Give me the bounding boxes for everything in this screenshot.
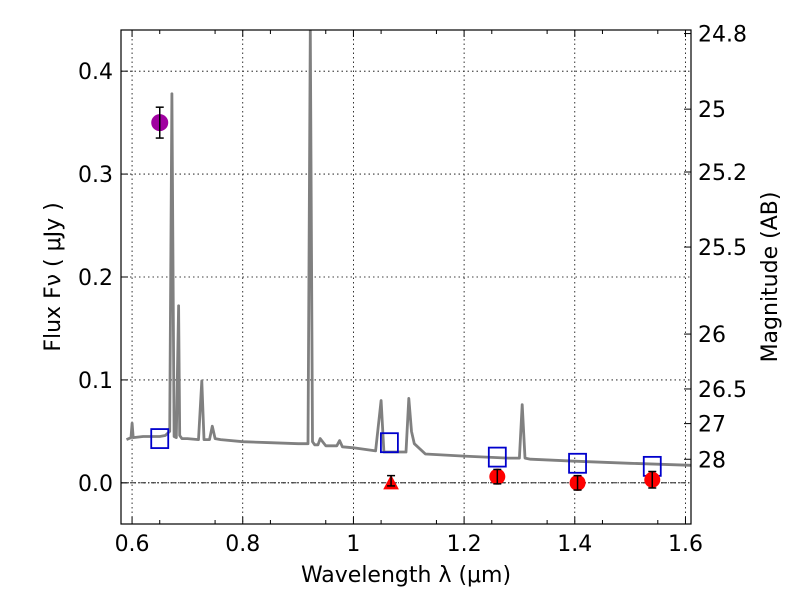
right-axis-tick-label: 27 [698,413,726,438]
right-axis-tick-label: 26 [698,323,726,348]
plot-frame [120,29,692,525]
model-photometry-square [150,428,170,449]
right-axis-tick-label: 25 [698,98,726,123]
spectrum-line [125,30,691,467]
x-tick-label: 1 [346,532,360,557]
model-photometry-square [379,432,399,454]
model-photometry-square [568,452,587,474]
y-tick-label: 0.4 [78,60,113,85]
right-axis-tick-label: 26.5 [698,378,747,403]
x-tick-label: 1.4 [557,532,592,557]
x-tick-label: 1.6 [668,532,703,557]
x-axis-label: Wavelength λ (μm) [301,563,511,588]
y-tick-label: 0.0 [78,472,113,497]
x-tick-label: 0.6 [115,532,150,557]
y-tick-label: 0.3 [78,163,113,188]
x-tick-label: 0.8 [225,532,260,557]
right-axis-label: Magnitude (AB) [758,192,783,363]
tick-labels: 0.6 0.8 1 1.2 1.4 1.6 0.0 0.1 0.2 0.3 0.4 24.8 25 25.… [78,23,747,557]
right-axis-tick-label: 24.8 [698,23,747,48]
right-axis-tick-label: 28 [698,448,726,473]
model-photometry-square [487,446,507,468]
y-tick-label: 0.1 [78,369,113,394]
y-axis-label: Flux Fν ( μJy ) [41,202,66,351]
axis-ticks [121,30,691,524]
spectrum [125,30,691,467]
x-tick-label: 1.2 [447,532,482,557]
y-tick-label: 0.2 [78,266,113,291]
photometry-markers [150,106,662,491]
right-axis-tick-label: 25.2 [698,161,747,186]
right-axis-tick-label: 25.5 [698,236,747,261]
